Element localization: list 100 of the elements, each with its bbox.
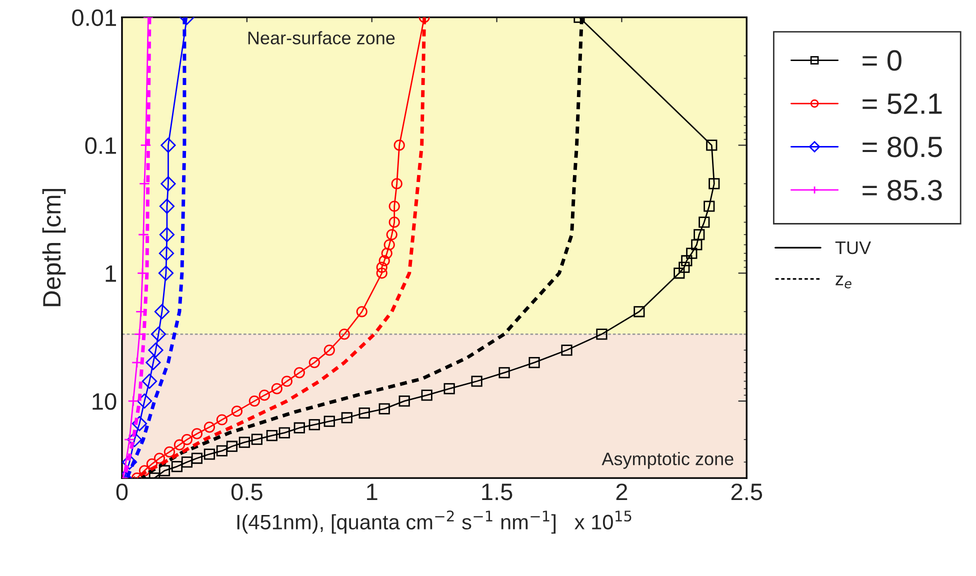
point [398,396,410,407]
point [278,427,290,438]
text: z$_{e}$ [836,276,852,288]
point [148,342,164,358]
y-tick-label: 1 [106,265,116,282]
point [191,428,203,440]
point [394,140,405,151]
x-tick-label: 1 [367,484,378,500]
point [386,229,398,240]
x-tick-label: 2.5 [731,484,762,500]
y-tick-label: 0.1 [85,137,116,154]
point [150,326,166,342]
point [376,262,388,273]
text: TUV [835,242,871,254]
band-label: Near-surface zone [248,31,395,44]
point [471,376,482,387]
point [706,140,718,151]
point [122,454,138,470]
point [160,138,176,153]
point [266,430,278,442]
point [356,306,368,318]
point [159,198,175,214]
y-axis-title: Depth [cm] [42,189,66,306]
point [251,434,262,445]
point [308,356,320,368]
point [138,465,150,476]
x-axis-title: I(451nm), [quanta cm$^{−2}$ s$^{−1}$ nm$^{−1}$] x 10$^{15}$ [237,510,632,534]
point [138,229,150,240]
point [338,328,350,340]
point [698,216,710,228]
legend-label: = 0 [862,50,902,71]
point [694,229,705,240]
point [674,268,685,279]
point [226,440,238,452]
legend-label: = 85.3 [862,180,942,200]
point [132,416,148,432]
legend-label: = 80.5 [862,136,942,158]
point [704,200,715,212]
point [324,416,335,427]
point [376,268,388,279]
point [136,393,152,409]
point [378,403,390,414]
point [181,456,193,468]
point [216,445,228,456]
point [128,396,139,407]
point [191,452,203,464]
point [634,306,645,318]
point [248,396,260,407]
point [324,344,335,356]
point [204,448,216,460]
point [378,255,390,266]
point [391,178,402,190]
point [158,266,174,281]
point [444,383,455,394]
point [358,407,370,419]
point [174,439,186,450]
point [681,255,692,266]
point [142,374,158,389]
point [341,412,352,424]
point [388,200,400,212]
point [238,436,250,448]
point [154,304,170,320]
point [294,422,305,434]
point [216,414,228,426]
point [686,248,698,259]
point [691,239,702,250]
point [281,376,292,387]
point [708,178,720,190]
point [271,383,282,394]
point [528,356,540,368]
x-tick-label: 2 [616,484,628,500]
point [258,390,270,401]
point [231,406,242,417]
point [158,246,174,261]
legend-label: = 52.1 [862,93,942,114]
point [171,460,183,472]
point [381,248,392,259]
point [124,434,136,446]
point [140,140,152,151]
point [421,390,432,401]
band-label: Asymptotic zone [602,452,734,469]
point [146,458,158,470]
point [154,452,166,464]
point [160,176,176,192]
point [596,328,608,340]
point [146,354,161,370]
point [204,422,216,433]
point [384,239,395,250]
point [138,178,150,190]
x-tick-label: 1.5 [482,484,512,500]
point [164,446,176,458]
y-tick-label: 10 [92,393,116,410]
point [498,367,510,378]
point [158,465,170,476]
point [159,227,175,242]
x-tick-label: 0 [116,484,128,500]
point [181,434,193,446]
point [294,367,305,378]
y-tick-label: 0.01 [72,9,116,26]
point [561,344,572,356]
